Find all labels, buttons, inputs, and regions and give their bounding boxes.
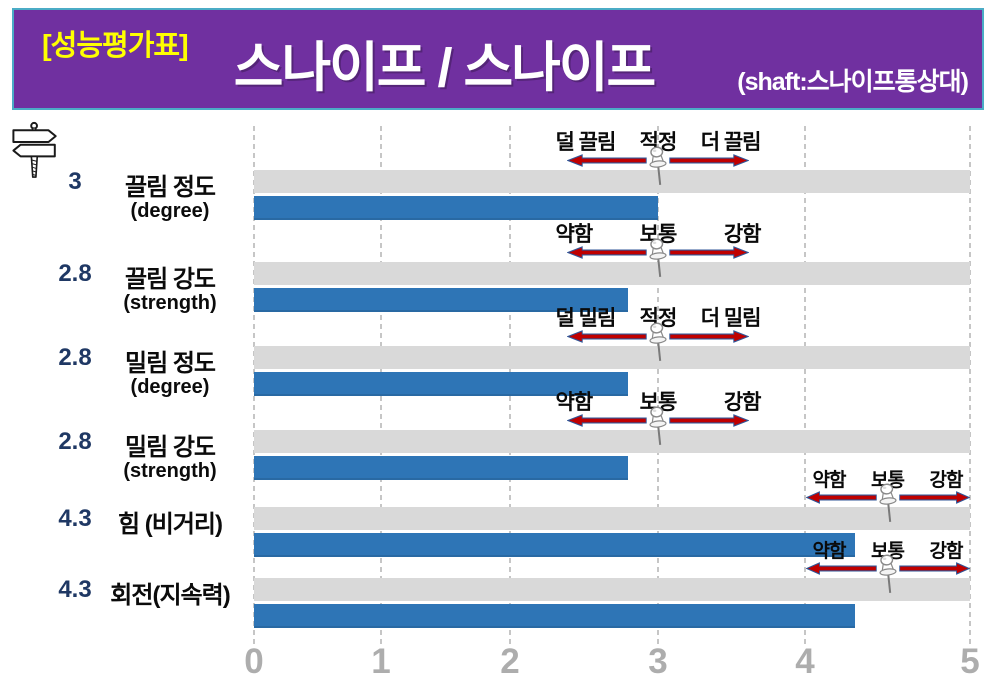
arrow-left-icon — [567, 154, 647, 167]
track-bar — [254, 346, 970, 369]
annotation-label-right: 더 밀림 — [700, 307, 762, 330]
arrow-right-icon — [669, 414, 749, 427]
pushpin-icon — [649, 238, 667, 277]
value-bar — [254, 456, 629, 480]
annotation-label-center: 보통 — [871, 540, 905, 562]
arrow-left-icon — [805, 562, 877, 575]
value-bar — [254, 372, 629, 396]
annotation-labels: 덜 끌림 적정 더 끌림 — [555, 129, 762, 154]
header-banner: [성능평가표] 스나이프 / 스나이프 (shaft:스나이프통상대) — [12, 8, 984, 110]
pushpin-icon — [878, 483, 897, 522]
track-bar — [254, 430, 970, 453]
gridline-4 — [804, 126, 806, 648]
annotation-label-left: 약함 — [555, 223, 594, 246]
axis-tick-label: 2 — [500, 642, 520, 681]
header-subtitle: (shaft:스나이프통상대) — [737, 68, 969, 96]
row-value: 4.3 — [58, 576, 92, 603]
annotation-label-center: 적정 — [639, 131, 678, 154]
row-sublabel: (strength) — [123, 292, 217, 314]
pushpin-icon — [649, 406, 667, 445]
row-label: 끌림 강도 — [125, 266, 216, 293]
page-title: 스나이프 / 스나이프 — [233, 38, 656, 98]
annotation-label-left: 약함 — [812, 469, 847, 491]
value-bar — [254, 288, 629, 312]
annotation-labels: 약함 보통 강함 — [555, 221, 762, 246]
arrow-left-icon — [805, 491, 877, 504]
row-value: 2.8 — [58, 260, 92, 287]
row-label: 밀림 강도 — [125, 434, 216, 461]
arrow-right-icon — [669, 154, 749, 167]
gridline-3 — [657, 126, 659, 648]
axis-tick-label: 3 — [648, 642, 668, 681]
annotation-labels: 덜 밀림 적정 더 밀림 — [555, 305, 762, 330]
annotation-labels: 약함 보통 강함 — [555, 389, 762, 414]
value-bar — [254, 196, 658, 220]
annotation-label-center: 보통 — [639, 391, 678, 414]
annotation-label-right: 더 끌림 — [700, 131, 762, 154]
row-sublabel: (degree) — [130, 376, 210, 398]
row-sublabel: (strength) — [123, 460, 217, 482]
annotation-label-center: 적정 — [639, 307, 678, 330]
row-label: 밀림 정도 — [125, 350, 216, 377]
axis-tick-label: 5 — [960, 642, 980, 681]
annotation-labels: 약함 보통 강함 — [812, 466, 964, 491]
arrow-left-icon — [567, 330, 647, 343]
row-value: 2.8 — [58, 344, 92, 371]
row-label: 힘 (비거리) — [118, 511, 223, 538]
annotation-label-left: 덜 끌림 — [555, 131, 617, 154]
pushpin-icon — [649, 146, 667, 185]
annotation-label-center: 보통 — [639, 223, 678, 246]
pushpin-icon — [878, 554, 897, 593]
axis-tick-label: 1 — [371, 642, 391, 681]
axis-tick-label: 4 — [795, 642, 815, 681]
pushpin-icon — [649, 322, 667, 361]
annotation-label-center: 보통 — [871, 469, 905, 491]
annotation-label-left: 덜 밀림 — [555, 307, 617, 330]
value-bar — [254, 604, 855, 628]
annotation-label-right: 강함 — [723, 223, 762, 246]
arrow-right-icon — [898, 491, 970, 504]
arrow-right-icon — [898, 562, 970, 575]
arrow-left-icon — [567, 246, 647, 259]
annotation-labels: 약함 보통 강함 — [812, 537, 964, 562]
row-value: 4.3 — [58, 505, 92, 532]
row-sublabel: (degree) — [130, 200, 210, 222]
track-bar — [254, 170, 970, 193]
row-value: 3 — [68, 168, 82, 195]
annotation-label-left: 약함 — [555, 391, 594, 414]
gridline-5 — [969, 126, 971, 648]
annotation-label-right: 강함 — [723, 391, 762, 414]
arrow-left-icon — [567, 414, 647, 427]
annotation-label-right: 강함 — [929, 540, 964, 562]
arrow-right-icon — [669, 330, 749, 343]
value-bar — [254, 533, 855, 557]
arrow-right-icon — [669, 246, 749, 259]
row-label: 끌림 정도 — [125, 174, 216, 201]
track-bar — [254, 578, 970, 601]
annotation-label-left: 약함 — [812, 540, 847, 562]
axis-tick-label: 0 — [244, 642, 264, 681]
track-bar — [254, 507, 970, 530]
track-bar — [254, 262, 970, 285]
row-value: 2.8 — [58, 428, 92, 455]
signpost-icon — [12, 121, 57, 178]
row-label: 회전(지속력) — [110, 582, 230, 609]
annotation-label-right: 강함 — [929, 469, 964, 491]
header-badge: [성능평가표] — [42, 30, 189, 62]
